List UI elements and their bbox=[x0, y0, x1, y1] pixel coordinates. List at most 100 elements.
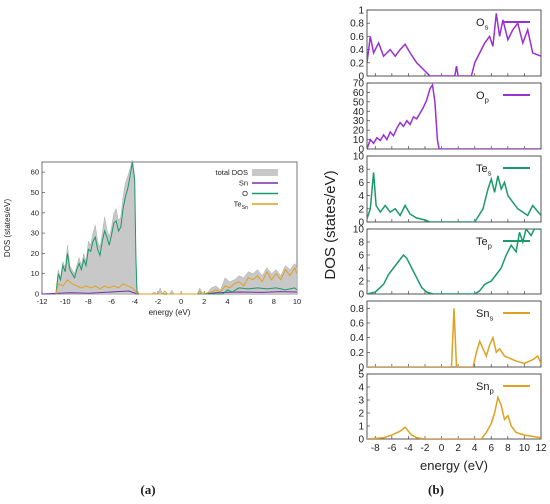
panel-b-ytick-label: 3 bbox=[358, 396, 364, 407]
panel-b-ylabel: DOS (states/eV) bbox=[322, 170, 339, 279]
panel-b-ytick-label: 0 bbox=[358, 363, 364, 374]
panel-a-xtick-label: -6 bbox=[108, 297, 115, 306]
panel-a-xtick-label: 2 bbox=[202, 297, 206, 306]
panel-b-xtick-label: 8 bbox=[505, 443, 511, 454]
panel-a-legend-label: TeSn bbox=[234, 200, 248, 211]
panel-b-ytick-label: 60 bbox=[353, 88, 365, 99]
panel-b-legend-label: Sns bbox=[476, 308, 493, 322]
panel-b-ytick-label: 8 bbox=[358, 165, 364, 176]
panel-b-subplot-frame bbox=[366, 228, 542, 295]
panel-b-ytick-label: 20 bbox=[353, 126, 365, 137]
panel-a-ytick-label: 50 bbox=[31, 188, 39, 197]
panel-a-xtick-label: -2 bbox=[155, 297, 162, 306]
panel-a-xtick-label: 6 bbox=[249, 297, 253, 306]
panel-b-ytick-label: 0.6 bbox=[350, 319, 364, 330]
panel-b-ytick-label: 10 bbox=[353, 135, 365, 146]
panel-a-legend-label: O bbox=[242, 189, 248, 198]
panel-b-legend-label: Tes bbox=[476, 163, 492, 177]
panel-a-xlabel: energy (eV) bbox=[149, 308, 191, 317]
panel-b-subplot-frame bbox=[366, 300, 542, 368]
panel-b-xtick-label: 4 bbox=[472, 443, 478, 454]
panel-b-ytick-label: 6 bbox=[358, 251, 364, 262]
panel-b-series-te-s bbox=[367, 172, 541, 222]
panel-a-legend-label: total DOS bbox=[215, 168, 248, 177]
panel-a-xtick-label: 4 bbox=[225, 297, 229, 306]
panel-b-subplot-frame bbox=[366, 9, 542, 77]
panel-b-ytick-label: 0 bbox=[358, 290, 364, 301]
panel-b-ytick-label: 8 bbox=[358, 238, 364, 249]
panel-b-xtick-label: -2 bbox=[421, 443, 430, 454]
panel-b-ytick-label: 0 bbox=[358, 218, 364, 229]
panel-a-xtick-label: 8 bbox=[272, 297, 276, 306]
panel-b-ytick-label: 0.4 bbox=[350, 45, 364, 56]
panel-b-xtick-label: -8 bbox=[371, 443, 380, 454]
panel-b-xtick-label: 2 bbox=[455, 443, 461, 454]
panel-b-xtick-label: 12 bbox=[535, 443, 547, 454]
panel-b-legend-label: Os bbox=[476, 17, 489, 31]
panel-b-ytick-label: 40 bbox=[353, 107, 365, 118]
panel-a-xtick-label: -12 bbox=[37, 297, 48, 306]
panel-b-xtick-label: -4 bbox=[404, 443, 413, 454]
panel-a-ytick-label: 30 bbox=[31, 229, 39, 238]
panel-a-xtick-label: -10 bbox=[60, 297, 71, 306]
panel-a-ytick-label: 60 bbox=[31, 168, 39, 177]
caption-b: (b) bbox=[428, 482, 444, 497]
panel-b-ytick-label: 4 bbox=[358, 191, 364, 202]
panel-b-subplot-frame bbox=[366, 373, 542, 440]
panel-b-ytick-label: 4 bbox=[358, 264, 364, 275]
panel-b-xtick-label: 6 bbox=[489, 443, 495, 454]
panel-b-xtick-label: -6 bbox=[387, 443, 396, 454]
panel-b-ytick-label: 1 bbox=[358, 422, 364, 433]
panel-a-series-o bbox=[55, 161, 298, 295]
panel-a-series-total-dos bbox=[55, 159, 298, 295]
panel-b-ytick-label: 0 bbox=[358, 145, 364, 156]
panel-b-ytick-label: 30 bbox=[353, 116, 365, 127]
panel-a-series-sn bbox=[41, 290, 298, 295]
panel-a-legend-label: Sn bbox=[239, 179, 248, 188]
panel-b-series-sn-p bbox=[367, 394, 541, 439]
panel-a-xtick-label: 0 bbox=[179, 297, 183, 306]
panel-b-ytick-label: 1 bbox=[358, 6, 364, 17]
panel-b-ytick-label: 70 bbox=[353, 79, 365, 90]
panel-a-legend-swatch bbox=[252, 169, 278, 176]
panel-b-ytick-label: 2 bbox=[358, 277, 364, 288]
panel-b-xlabel: energy (eV) bbox=[420, 458, 488, 473]
panel-b-ytick-label: 2 bbox=[358, 409, 364, 420]
panel-b-series-o-s bbox=[367, 13, 541, 76]
panel-b-subplot-frame bbox=[366, 155, 542, 223]
panel-a-ytick-label: 40 bbox=[31, 208, 39, 217]
panel-b-ytick-label: 2 bbox=[358, 204, 364, 215]
panel-a-ytick-label: 10 bbox=[31, 269, 39, 278]
panel-b-ytick-label: 50 bbox=[353, 97, 365, 108]
panel-a-ytick-label: 20 bbox=[31, 249, 39, 258]
panel-b-series-te-p bbox=[367, 229, 541, 294]
panel-b-subplot-frame bbox=[366, 82, 542, 150]
panel-b-series-sn-s bbox=[367, 308, 541, 367]
panel-b-xtick-label: 10 bbox=[519, 443, 531, 454]
panel-b-ytick-label: 0 bbox=[358, 435, 364, 446]
panel-a-xtick-label: 10 bbox=[293, 297, 301, 306]
panel-b-ytick-label: 0.8 bbox=[350, 304, 364, 315]
panel-b-ytick-label: 0.4 bbox=[350, 333, 364, 344]
panel-a-xtick-label: -8 bbox=[85, 297, 92, 306]
panel-b-ytick-label: 4 bbox=[358, 383, 364, 394]
caption-a: (a) bbox=[140, 482, 155, 497]
panel-a-ytick-label: 0 bbox=[35, 290, 39, 299]
panel-b-ytick-label: 0.2 bbox=[350, 58, 364, 69]
panel-b-ytick-label: 10 bbox=[353, 225, 365, 236]
panel-b-xtick-label: 0 bbox=[439, 443, 445, 454]
panel-b-ytick-label: 0.6 bbox=[350, 32, 364, 43]
panel-b-legend-label: Op bbox=[476, 90, 489, 104]
panel-b-series-o-p bbox=[367, 83, 541, 149]
panel-b-ytick-label: 5 bbox=[358, 370, 364, 381]
panel-b-ytick-label: 0 bbox=[358, 72, 364, 83]
panel-a-xtick-label: -4 bbox=[131, 297, 138, 306]
panel-b-ytick-label: 6 bbox=[358, 178, 364, 189]
panel-b-ytick-label: 0.8 bbox=[350, 19, 364, 30]
panel-a-series-te-sn bbox=[55, 266, 298, 295]
panel-b-ytick-label: 0.2 bbox=[350, 348, 364, 359]
panel-a-ylabel: DOS (states/eV) bbox=[3, 199, 12, 258]
panel-b-legend-label: Snp bbox=[476, 381, 494, 395]
